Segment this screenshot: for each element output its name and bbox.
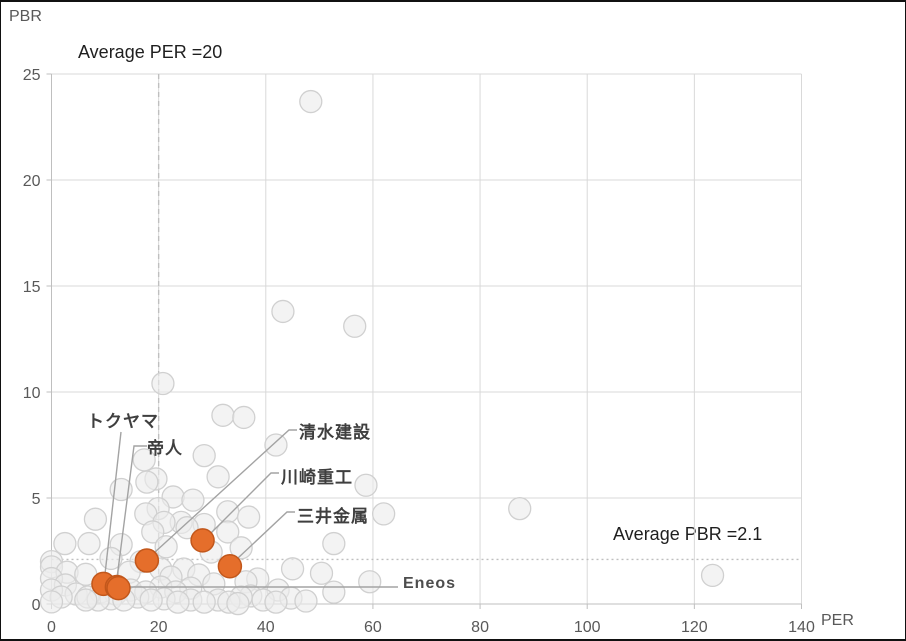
data-point (299, 89, 323, 114)
x-tick-label: 100 (574, 619, 601, 636)
y-tick-label: 20 (23, 173, 41, 190)
data-point (139, 588, 163, 612)
average-pbr-annotation: Average PBR =2.1 (613, 524, 763, 544)
data-point (211, 403, 235, 427)
data-point (264, 590, 288, 614)
y-axis-title: PBR (9, 8, 42, 25)
data-point (309, 561, 334, 585)
data-point (322, 580, 346, 604)
leader-line (237, 511, 295, 559)
data-point (271, 299, 295, 324)
data-point (151, 371, 175, 396)
data-point (166, 590, 190, 614)
data-point (226, 591, 250, 616)
data-point (343, 314, 367, 338)
y-tick-label: 10 (23, 385, 41, 402)
callout-label-shimizu: 清水建設 (299, 423, 371, 442)
data-point (232, 405, 256, 430)
data-point (141, 520, 165, 544)
data-point (175, 516, 199, 540)
data-point (229, 536, 253, 560)
callout-label-teijin: 帝人 (147, 439, 183, 458)
x-axis-title: PER (821, 612, 854, 629)
data-point (700, 563, 725, 588)
data-point (216, 520, 240, 544)
leader-line (104, 431, 122, 575)
data-point (216, 500, 240, 524)
data-point (53, 531, 77, 556)
highlight-point (106, 575, 131, 601)
callout-label-kawasaki: 川崎重工 (281, 468, 353, 487)
data-point (294, 589, 318, 613)
y-tick-label: 0 (32, 597, 41, 614)
y-tick-label: 25 (23, 67, 41, 84)
data-point (264, 433, 288, 457)
data-point (83, 507, 108, 531)
y-tick-label: 5 (32, 491, 41, 508)
data-point (206, 465, 230, 489)
data-point (236, 505, 261, 529)
data-point (371, 502, 396, 526)
x-tick-label: 120 (681, 619, 708, 636)
callout-label-eneos: Eneos (403, 575, 457, 592)
data-point (135, 470, 159, 494)
x-tick-label: 20 (150, 619, 168, 636)
data-point (77, 531, 101, 556)
average-per-annotation: Average PER =20 (78, 42, 223, 62)
x-tick-label: 80 (471, 619, 489, 636)
data-point (74, 588, 98, 612)
y-tick-label: 15 (23, 279, 41, 296)
data-point (181, 488, 205, 512)
leader-line (116, 445, 147, 579)
data-point (192, 590, 216, 614)
leader-line (210, 472, 279, 534)
x-tick-label: 140 (788, 619, 815, 636)
highlight-point (134, 548, 160, 573)
highlight-point (190, 528, 215, 553)
x-tick-label: 0 (47, 619, 56, 636)
data-point (39, 590, 64, 614)
data-point (508, 496, 532, 521)
data-point (280, 557, 305, 581)
callout-label-mitsui: 三井金属 (297, 507, 369, 526)
data-point (154, 535, 178, 559)
data-point (358, 570, 382, 594)
data-point (192, 443, 216, 468)
callout-label-tokuyama: トクヤマ (87, 412, 159, 431)
highlight-point (217, 554, 243, 579)
data-point (354, 473, 378, 497)
x-tick-label: 60 (364, 619, 382, 636)
x-tick-label: 40 (257, 619, 275, 636)
leader-line (154, 429, 297, 553)
data-point (322, 531, 346, 556)
